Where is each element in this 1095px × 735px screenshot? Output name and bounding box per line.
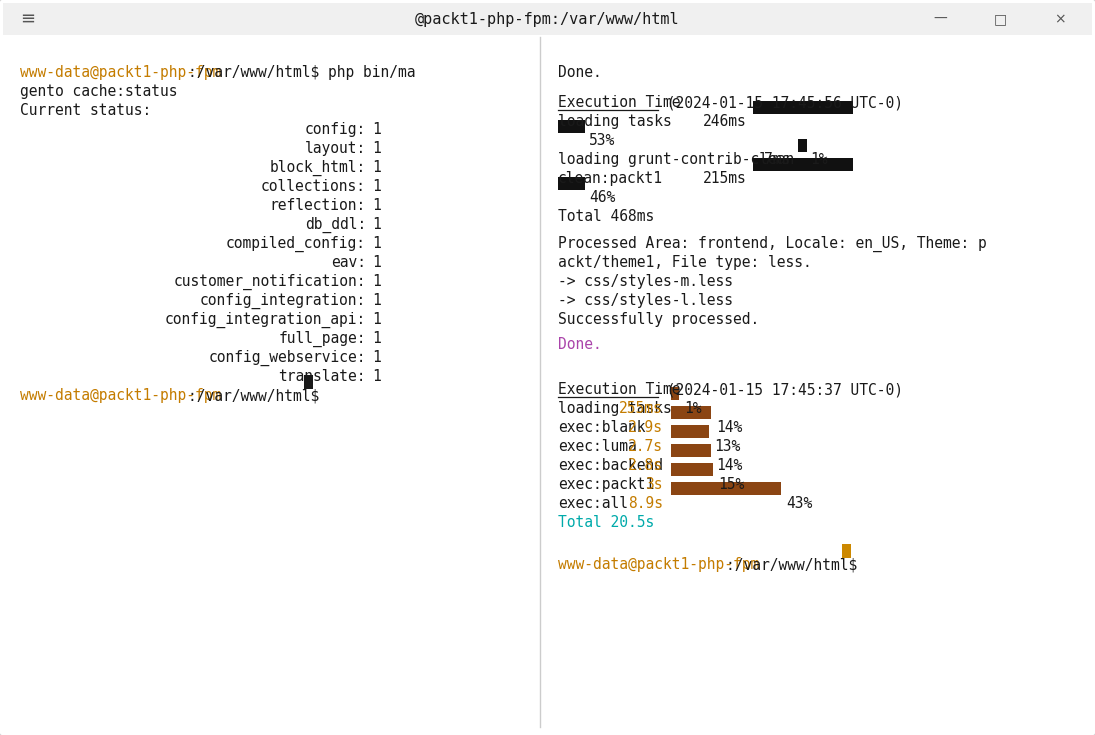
Text: 1%: 1% <box>684 401 702 416</box>
Text: config_webservice:: config_webservice: <box>208 350 366 366</box>
Text: ≡: ≡ <box>21 10 35 28</box>
Text: Successfully processed.: Successfully processed. <box>558 312 759 327</box>
Text: customer_notification:: customer_notification: <box>173 274 366 290</box>
Text: □: □ <box>993 12 1006 26</box>
Text: db_ddl:: db_ddl: <box>304 217 366 233</box>
Text: 2.9s: 2.9s <box>629 420 662 435</box>
Text: 1: 1 <box>372 179 381 194</box>
Text: config:: config: <box>304 122 366 137</box>
Text: 1: 1 <box>372 350 381 365</box>
Bar <box>671 387 679 401</box>
Text: 15%: 15% <box>718 477 745 492</box>
Text: exec:blank: exec:blank <box>558 420 645 435</box>
Bar <box>558 121 585 133</box>
Text: 1: 1 <box>372 255 381 270</box>
Text: 1: 1 <box>372 160 381 175</box>
Text: Total 468ms: Total 468ms <box>558 209 654 224</box>
Text: -> css/styles-l.less: -> css/styles-l.less <box>558 293 733 308</box>
Text: (2024-01-15 17:45:37 UTC-0): (2024-01-15 17:45:37 UTC-0) <box>658 382 903 398</box>
Bar <box>3 3 1092 35</box>
Text: Done.: Done. <box>558 337 602 352</box>
Text: eav:: eav: <box>331 255 366 270</box>
Text: 53%: 53% <box>589 133 615 148</box>
Text: reflection:: reflection: <box>269 198 366 213</box>
Bar <box>558 177 585 190</box>
Text: Processed Area: frontend, Locale: en_US, Theme: p: Processed Area: frontend, Locale: en_US,… <box>558 236 987 252</box>
Text: 1%: 1% <box>810 152 828 168</box>
Text: www-data@packt1-php-fpm: www-data@packt1-php-fpm <box>20 388 221 403</box>
Text: 14%: 14% <box>716 420 742 435</box>
Text: 1: 1 <box>372 217 381 232</box>
Text: config_integration_api:: config_integration_api: <box>164 312 366 329</box>
Text: exec:luma: exec:luma <box>558 440 637 454</box>
Text: 43%: 43% <box>786 496 812 512</box>
Bar <box>671 406 711 419</box>
Text: clean:packt1: clean:packt1 <box>558 171 662 187</box>
Text: @packt1-php-fpm:/var/www/html: @packt1-php-fpm:/var/www/html <box>415 12 679 26</box>
Text: config_integration:: config_integration: <box>199 293 366 309</box>
Text: 13%: 13% <box>714 440 740 454</box>
Text: loading tasks: loading tasks <box>558 115 671 129</box>
Bar <box>671 426 708 438</box>
Bar <box>753 101 853 115</box>
Text: 2.7s: 2.7s <box>629 440 662 454</box>
Text: 215ms: 215ms <box>703 171 747 187</box>
Text: www-data@packt1-php-fpm: www-data@packt1-php-fpm <box>20 65 221 80</box>
Text: 46%: 46% <box>589 190 615 205</box>
Text: 14%: 14% <box>716 459 742 473</box>
Bar <box>304 375 313 389</box>
Bar <box>753 159 853 171</box>
Text: full_page:: full_page: <box>278 331 366 347</box>
Text: 1: 1 <box>372 198 381 213</box>
Text: —: — <box>933 12 947 26</box>
Text: compiled_config:: compiled_config: <box>226 236 366 252</box>
Text: Total 20.5s: Total 20.5s <box>558 515 654 530</box>
Text: loading grunt-contrib-clean: loading grunt-contrib-clean <box>558 152 794 168</box>
Text: 7ms: 7ms <box>764 152 791 168</box>
Text: 1: 1 <box>372 331 381 346</box>
Text: -> css/styles-m.less: -> css/styles-m.less <box>558 274 733 289</box>
Text: collections:: collections: <box>261 179 366 194</box>
Text: :/var/www/html$ php bin/ma: :/var/www/html$ php bin/ma <box>188 65 415 80</box>
Text: 3s: 3s <box>645 477 662 492</box>
Text: gento cache:status: gento cache:status <box>20 84 177 99</box>
Text: Execution Time: Execution Time <box>558 96 680 110</box>
Text: Done.: Done. <box>558 65 602 80</box>
Text: (2024-01-15 17:45:56 UTC-0): (2024-01-15 17:45:56 UTC-0) <box>658 96 903 110</box>
Text: :/var/www/html$: :/var/www/html$ <box>726 557 866 572</box>
Bar <box>671 463 713 476</box>
Text: 1: 1 <box>372 274 381 289</box>
Text: ×: × <box>1054 12 1065 26</box>
Text: exec:all: exec:all <box>558 496 629 512</box>
Bar <box>842 544 851 558</box>
Text: layout:: layout: <box>304 141 366 156</box>
Text: 2.8s: 2.8s <box>629 459 662 473</box>
Text: 255ms: 255ms <box>620 401 662 416</box>
Text: translate:: translate: <box>278 369 366 384</box>
Text: 1: 1 <box>372 236 381 251</box>
Text: Execution Time: Execution Time <box>558 382 680 398</box>
Bar <box>798 140 807 152</box>
Text: 246ms: 246ms <box>703 115 747 129</box>
Text: 1: 1 <box>372 312 381 327</box>
Text: block_html:: block_html: <box>269 160 366 176</box>
Text: www-data@packt1-php-fpm: www-data@packt1-php-fpm <box>558 557 759 572</box>
Text: 1: 1 <box>372 369 381 384</box>
Bar <box>671 444 711 457</box>
Text: :/var/www/html$: :/var/www/html$ <box>188 388 328 403</box>
Bar <box>671 482 781 495</box>
Text: exec:packt1: exec:packt1 <box>558 477 654 492</box>
Text: ackt/theme1, File type: less.: ackt/theme1, File type: less. <box>558 255 811 270</box>
Text: 8.9s: 8.9s <box>629 496 662 512</box>
Text: Current status:: Current status: <box>20 103 151 118</box>
Text: 1: 1 <box>372 141 381 156</box>
Text: 1: 1 <box>372 122 381 137</box>
Text: exec:backend: exec:backend <box>558 459 662 473</box>
Text: loading tasks: loading tasks <box>558 401 671 416</box>
Text: 1: 1 <box>372 293 381 308</box>
